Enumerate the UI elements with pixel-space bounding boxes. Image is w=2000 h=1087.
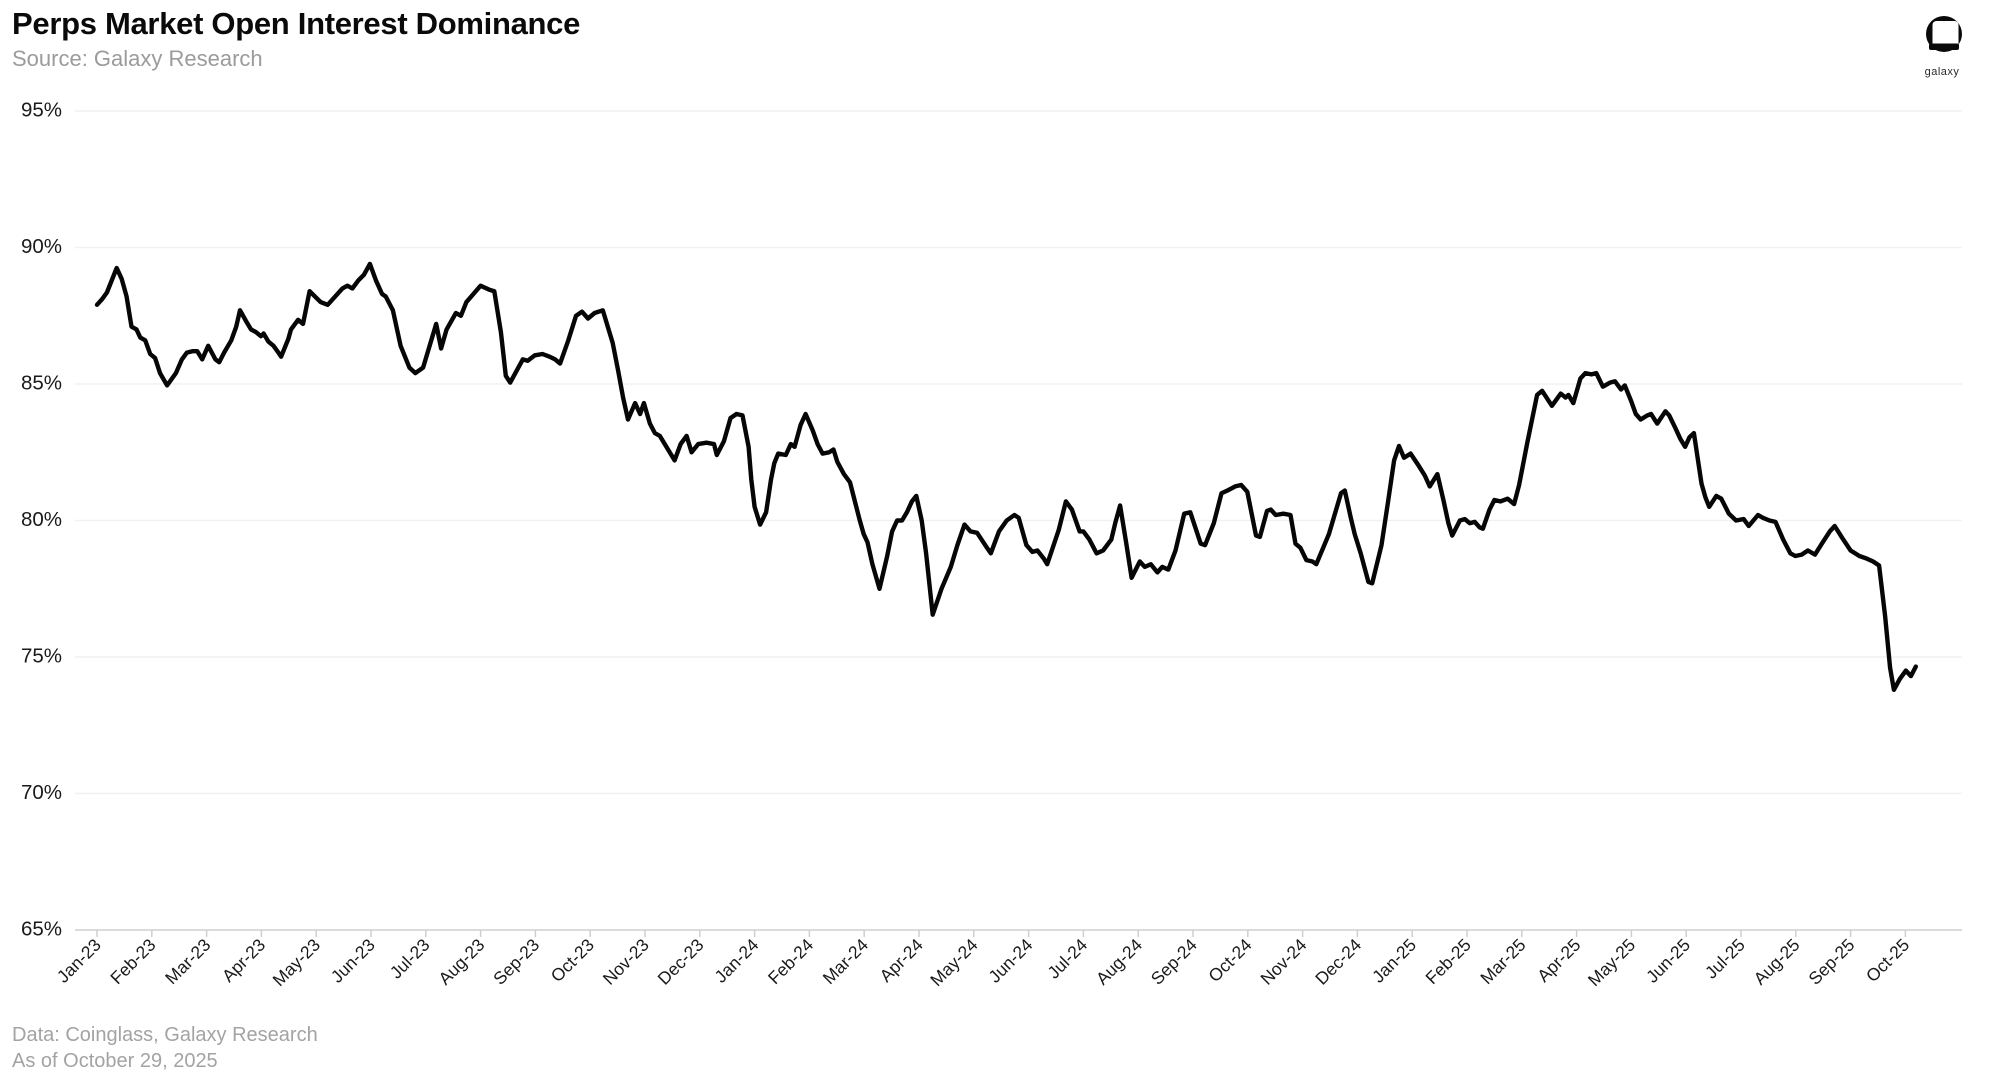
- x-tick-label: Jul-23: [386, 935, 434, 983]
- x-tick-label: Mar-23: [161, 935, 214, 988]
- x-tick-label: Apr-24: [876, 935, 927, 986]
- x-tick-label: Jul-25: [1701, 935, 1749, 983]
- x-tick-label: Sep-24: [1147, 935, 1201, 989]
- galaxy-logo-icon: [1926, 16, 1962, 52]
- y-tick-label: 85%: [21, 371, 62, 394]
- x-tick-label: Dec-24: [1311, 935, 1365, 989]
- galaxy-logo-word: galaxy: [1924, 66, 1960, 78]
- y-tick-label: 75%: [21, 644, 62, 667]
- x-tick-label: Oct-24: [1204, 935, 1255, 986]
- x-tick-label: Jan-23: [53, 935, 105, 987]
- galaxy-logo: galaxy: [1906, 10, 1978, 78]
- footer-data-source: Data: Coinglass, Galaxy Research: [12, 1024, 318, 1046]
- x-tick-label: Aug-25: [1750, 935, 1804, 989]
- x-tick-label: Jun-24: [984, 935, 1036, 987]
- x-tick-label: May-24: [926, 935, 982, 991]
- page-subtitle: Source: Galaxy Research: [12, 46, 263, 71]
- x-tick-label: Sep-25: [1804, 935, 1858, 989]
- dominance-line: [94, 261, 1919, 692]
- x-tick-label: Feb-24: [764, 935, 818, 989]
- y-tick-label: 95%: [21, 98, 62, 121]
- x-tick-label: Mar-25: [1476, 935, 1529, 988]
- x-tick-label: Apr-23: [218, 935, 269, 986]
- x-tick-label: Aug-23: [434, 935, 488, 989]
- x-tick-label: Nov-24: [1256, 935, 1310, 989]
- y-tick-label: 80%: [21, 508, 62, 531]
- x-tick-label: Feb-23: [106, 935, 159, 988]
- x-tick-label: Nov-23: [599, 935, 653, 989]
- x-tick-label: Jan-24: [710, 935, 762, 987]
- x-tick-label: Dec-23: [654, 935, 708, 989]
- x-tick-label: Aug-24: [1092, 935, 1146, 989]
- y-tick-label: 65%: [21, 917, 62, 940]
- x-tick-label: Jul-24: [1043, 935, 1091, 983]
- x-tick-label: Jun-25: [1642, 935, 1694, 987]
- footer-as-of-date: As of October 29, 2025: [12, 1050, 218, 1072]
- x-tick-label: Oct-23: [547, 935, 598, 986]
- x-tick-label: Feb-25: [1421, 935, 1474, 988]
- x-tick-label: Sep-23: [489, 935, 543, 989]
- x-tick-label: Jan-25: [1368, 935, 1420, 987]
- x-tick-label: Apr-25: [1533, 935, 1584, 986]
- y-tick-label: 70%: [21, 781, 62, 804]
- x-tick-label: Mar-24: [819, 935, 873, 989]
- y-tick-label: 90%: [21, 235, 62, 258]
- x-tick-label: May-25: [1584, 935, 1639, 990]
- x-tick-label: May-23: [269, 935, 324, 990]
- x-tick-label: Jun-23: [327, 935, 379, 987]
- x-tick-label: Oct-25: [1862, 935, 1913, 986]
- page-title: Perps Market Open Interest Dominance: [12, 6, 581, 41]
